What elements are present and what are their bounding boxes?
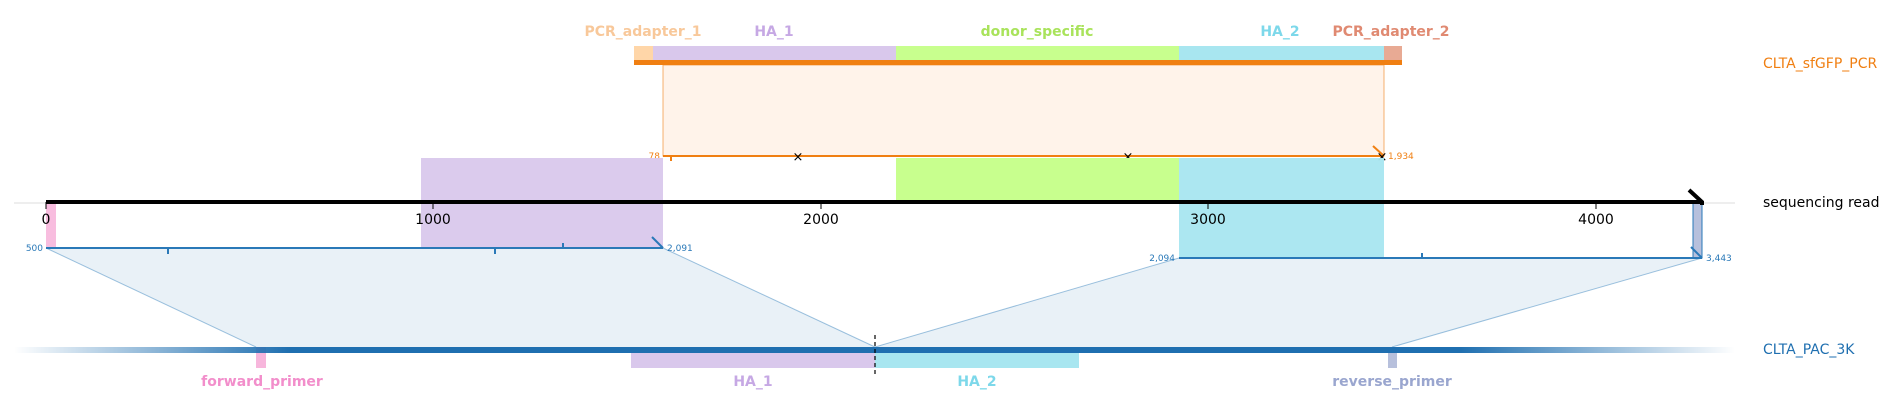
donor-specific-block-read [896, 158, 1179, 203]
pcr-mismatch-markers: × × × [793, 150, 1388, 165]
axis-tick-label: 3000 [1190, 212, 1226, 228]
pcr-product-track: PCR_adapter_1 HA_1 donor_specific HA_2 P… [584, 24, 1877, 72]
forward-primer-block-read [46, 203, 56, 248]
mismatch-marker: × [1377, 150, 1388, 165]
feature-label-reverse-primer: reverse_primer [1332, 374, 1452, 390]
pac-alignment-right-edge [874, 257, 1180, 348]
track-label-read: sequencing read [1763, 195, 1879, 211]
pcr-adapter-2-block [1384, 46, 1402, 62]
donor-specific-block-pcr [896, 46, 1179, 62]
pac-alignment-left-region [46, 248, 875, 347]
mismatch-marker: × [1123, 150, 1134, 165]
pcr-alignment-start-label: 78 [649, 152, 661, 162]
pac-track: forward_primer HA_1 HA_2 reverse_primer … [14, 335, 1855, 390]
pac-alignment-left-edge [662, 247, 876, 348]
ha-1-block-pcr [653, 46, 896, 62]
pcr-alignment-end-label: 1,934 [1388, 152, 1414, 162]
pac-alignment-left-end-label: 2,091 [667, 244, 693, 254]
feature-label-pcr-adapter-1: PCR_adapter_1 [584, 24, 701, 40]
feature-label-pcr-adapter-2: PCR_adapter_2 [1332, 24, 1449, 40]
ha-2-block-read [1179, 158, 1384, 258]
read-track: 0 1000 2000 3000 4000 sequencing read [14, 158, 1879, 259]
pac-alignment-left-start-label: 500 [26, 244, 43, 254]
pac-alignment-right: 2,094 3,443 [874, 246, 1732, 348]
pac-alignment-left: 500 2,091 [26, 236, 876, 348]
pac-alignment-left-end-hook [651, 236, 664, 249]
feature-label-ha-2-pac: HA_2 [957, 374, 996, 390]
feature-label-forward-primer: forward_primer [201, 374, 323, 390]
track-label-pcr: CLTA_sfGFP_PCR [1763, 56, 1877, 72]
pcr-alignment-region [662, 64, 1385, 157]
axis-tick-label: 1000 [415, 212, 451, 228]
feature-label-donor-specific: donor_specific [981, 24, 1094, 40]
pac-alignment-right-edge [1391, 257, 1703, 348]
axis-tick-label: 0 [42, 212, 51, 228]
read-arrow-head [1687, 188, 1704, 205]
axis-tick-label: 2000 [803, 212, 839, 228]
feature-label-ha-1-pac: HA_1 [733, 374, 772, 390]
pac-alignment-right-region [875, 258, 1702, 347]
pac-alignment-left-edge [45, 247, 257, 348]
pcr-alignment-end-hook [1372, 145, 1385, 157]
read-axis-ticks: 0 1000 2000 3000 4000 [42, 202, 1614, 228]
feature-label-ha-1-pcr: HA_1 [754, 24, 793, 40]
track-label-pac: CLTA_PAC_3K [1763, 342, 1855, 358]
pac-alignment-right-end-label: 3,443 [1706, 254, 1732, 264]
pac-alignment-right-end-hook [1690, 246, 1703, 259]
feature-label-ha-2-pcr: HA_2 [1260, 24, 1299, 40]
pcr-product-bar [634, 60, 1402, 65]
reverse-primer-block-pac [1388, 347, 1397, 368]
pcr-alignment: 78 1,934 × × × [649, 64, 1414, 165]
mismatch-marker: × [793, 150, 804, 165]
pac-alignment-right-start-label: 2,094 [1149, 254, 1175, 264]
ha-2-block-pcr [1179, 46, 1384, 62]
axis-tick-label: 4000 [1578, 212, 1614, 228]
forward-primer-block-pac [256, 347, 266, 368]
pcr-adapter-1-block [634, 46, 653, 62]
